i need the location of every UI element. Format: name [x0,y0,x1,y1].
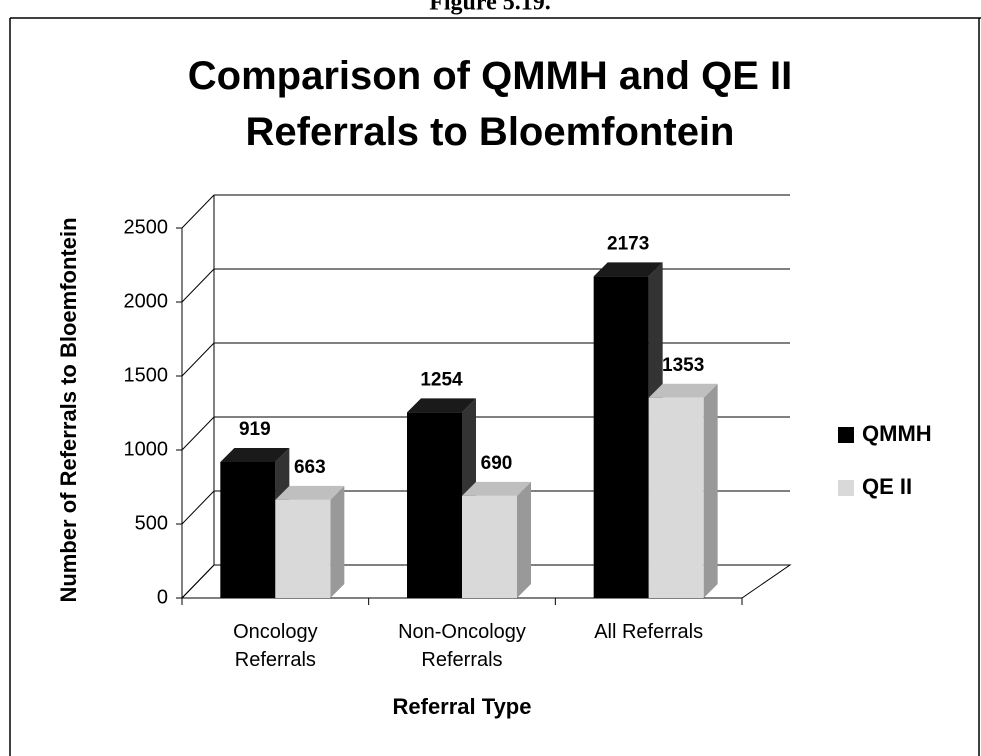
chart-title: Comparison of QMMH and QE II Referrals t… [187,54,793,154]
bar-top [462,481,531,496]
bar [275,499,331,598]
bar-top [275,485,345,500]
y-tick-label: 1500 [124,364,169,386]
bar-top [593,262,663,277]
data-label: 690 [481,453,513,474]
x-axis-title: Referral Type [393,694,532,719]
bar [407,412,462,598]
grid-line-side [181,194,215,229]
grid-line-side [181,268,215,303]
x-tick-label: Non-Oncology Referrals [398,621,526,671]
data-label: 919 [239,419,271,440]
y-tick-label: 1000 [124,438,169,460]
legend-swatch [838,427,854,443]
bar [462,495,517,598]
y-tick-label: 500 [135,512,168,534]
grid-line-side [181,342,215,377]
bar-side [703,383,718,598]
data-label: 663 [294,457,326,478]
caption: Figure 5.19. [429,0,551,16]
bar-side [517,481,531,598]
bar [593,276,649,598]
legend-label: QE II [862,474,912,499]
bar [220,461,276,598]
bar-top [407,398,476,413]
data-label: 2173 [607,233,649,254]
grid-line-side [181,416,215,451]
bar-top [220,447,290,462]
bar [648,397,704,598]
y-tick-label: 2000 [124,290,169,312]
x-tick-label: Oncology Referrals [233,621,318,671]
bar-side [330,485,345,598]
grid-line-side [181,490,215,525]
bar-top [648,383,718,398]
y-tick-label: 0 [157,586,168,608]
y-tick-label: 2500 [124,216,169,238]
data-label: 1353 [662,355,704,376]
legend-label: QMMH [862,421,932,446]
legend-swatch [838,480,854,496]
data-label: 1254 [420,369,463,390]
y-axis-title: Number of Referrals to Bloemfontein [56,217,81,602]
x-tick-label: All Referrals [594,621,704,643]
